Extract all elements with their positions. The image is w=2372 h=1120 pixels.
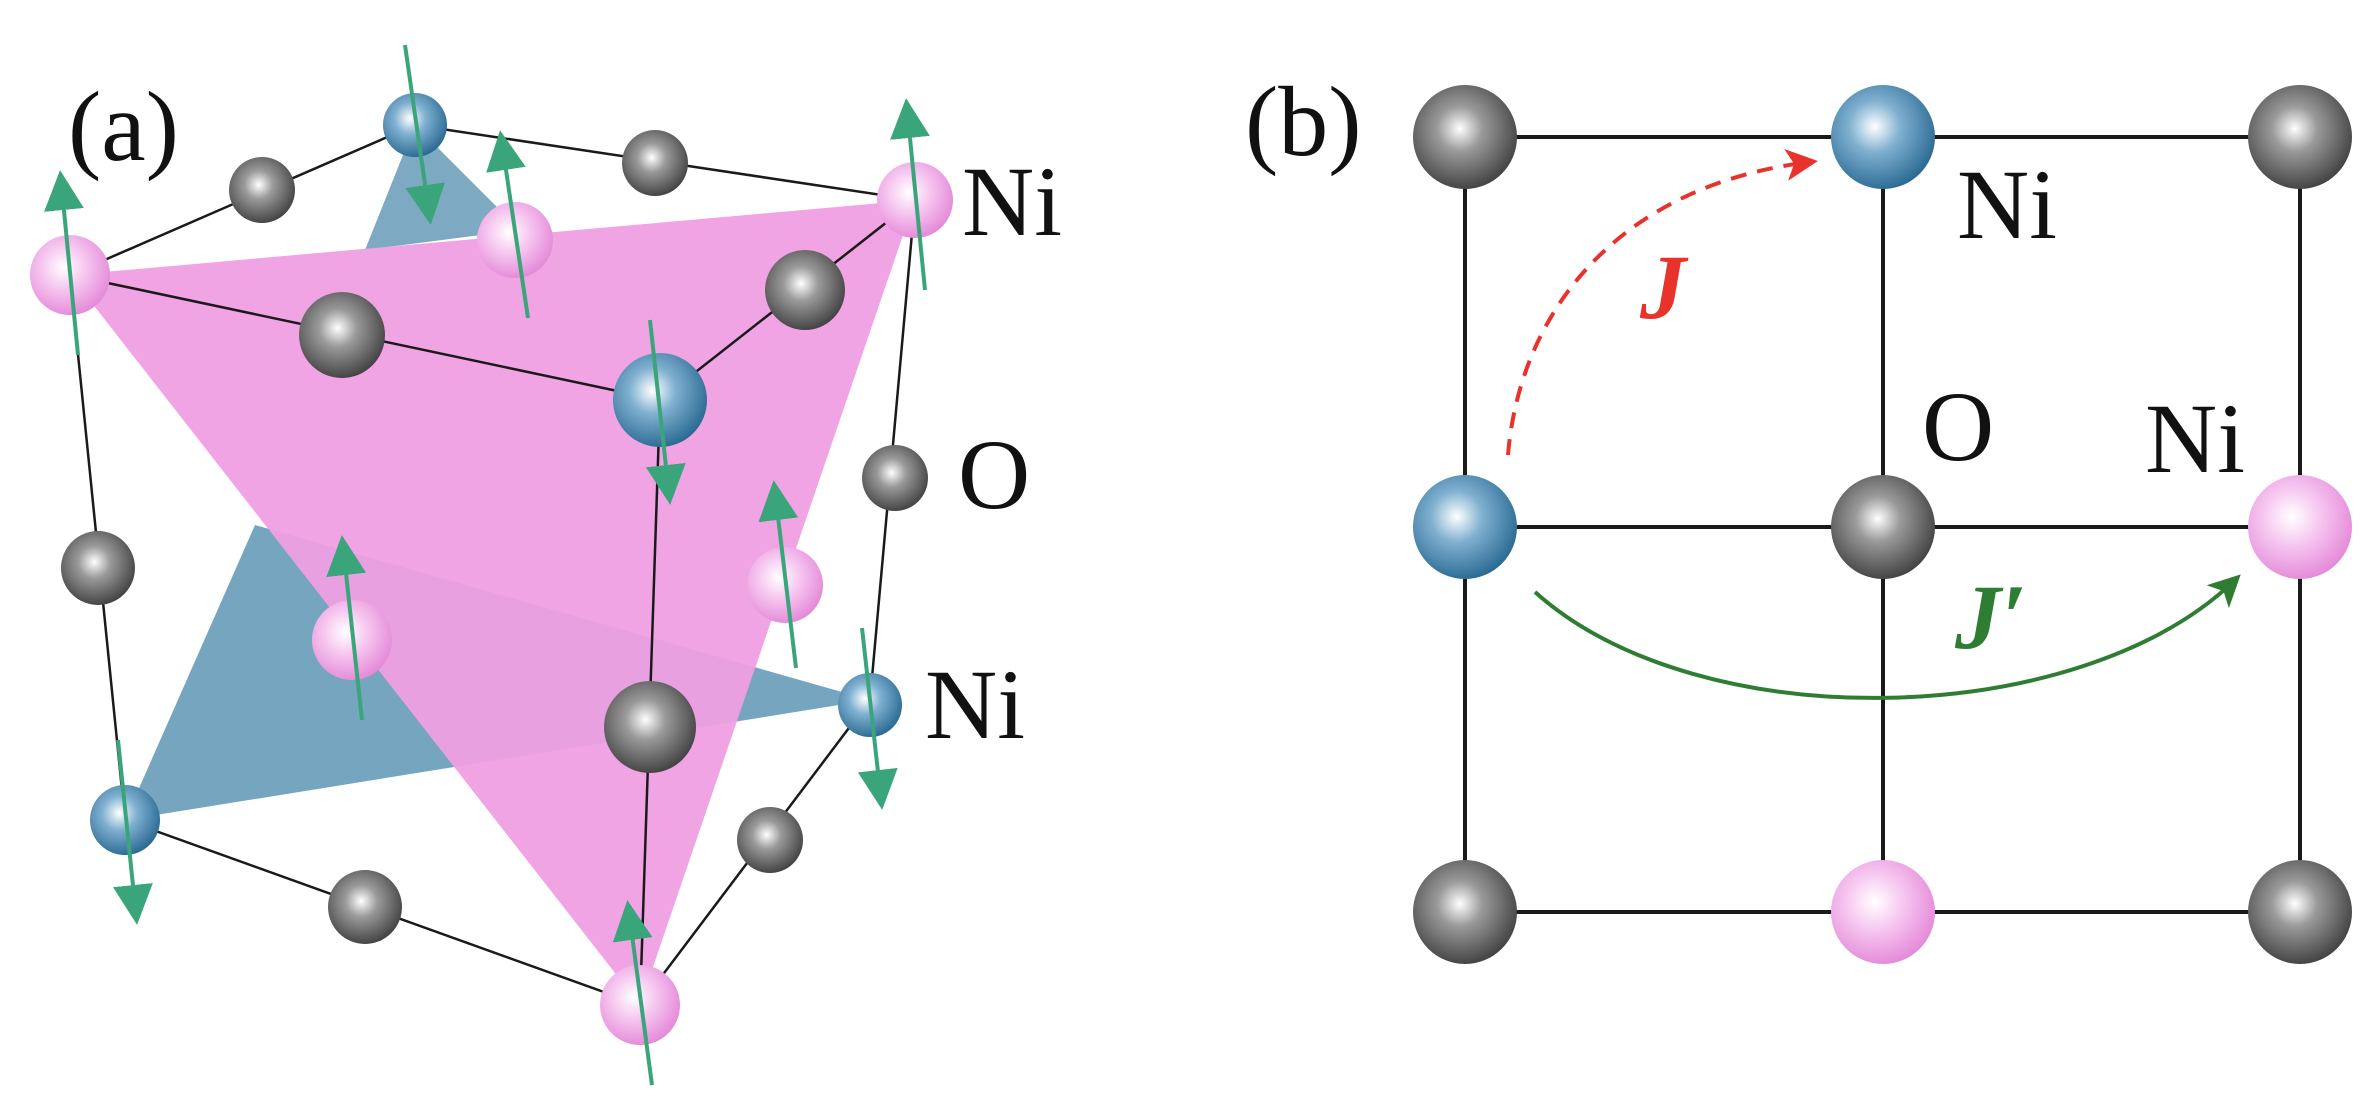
ni-down-atom [1413, 475, 1517, 579]
oxygen-atom [1413, 85, 1517, 189]
oxygen-atom [1413, 860, 1517, 964]
ni-label-top: Ni [962, 146, 1062, 257]
spin-down-arrow [857, 627, 898, 810]
panel-b-label: (b) [1245, 66, 1362, 177]
o-label: O [958, 419, 1030, 530]
spin-up-arrow [890, 98, 930, 291]
coupling-j-arrow [1506, 149, 1818, 456]
oxygen-atom [765, 250, 845, 330]
ni-up-atom [1831, 860, 1935, 964]
ni-label-b-top: Ni [1957, 149, 2057, 260]
coupling-j-label: J [1639, 236, 1689, 338]
panel-a: (a) [30, 44, 1062, 1086]
panel-a-label: (a) [68, 71, 179, 182]
oxygen-atom [299, 292, 385, 378]
coupling-j-prime-arrow [1533, 574, 2241, 700]
oxygen-atoms-a [61, 130, 928, 944]
oxygen-atom [604, 681, 696, 773]
spin-down-arrow [113, 739, 153, 925]
spin-up-arrow [44, 170, 84, 356]
spin-down-arrow [645, 319, 686, 505]
oxygen-atom [622, 130, 688, 196]
oxygen-atom [2248, 860, 2352, 964]
oxygen-atom [2248, 85, 2352, 189]
oxygen-atom [737, 807, 803, 873]
o-label-b: O [1922, 371, 1994, 482]
oxygen-atom [229, 157, 295, 223]
spin-up-arrow [486, 130, 530, 319]
spin-up-arrow [758, 480, 799, 669]
spin-up-arrow [326, 535, 367, 721]
lattice-atoms-b [1413, 85, 2352, 964]
ni-down-atom [1831, 85, 1935, 189]
ni-label-bottom: Ni [925, 649, 1025, 760]
oxygen-atom [1831, 475, 1935, 579]
oxygen-atom [61, 531, 135, 605]
panel-b: (b) J J′ Ni O Ni [1245, 66, 2352, 964]
oxygen-atom [862, 445, 928, 511]
ni-up-atom [2248, 475, 2352, 579]
spin-arrows [44, 44, 930, 1086]
spin-up-arrow [612, 900, 654, 1086]
coupling-j-prime-label: J′ [1954, 566, 2027, 668]
oxygen-atom [328, 870, 402, 944]
ni-label-b-right: Ni [2145, 383, 2245, 494]
spin-down-arrow [403, 44, 445, 225]
